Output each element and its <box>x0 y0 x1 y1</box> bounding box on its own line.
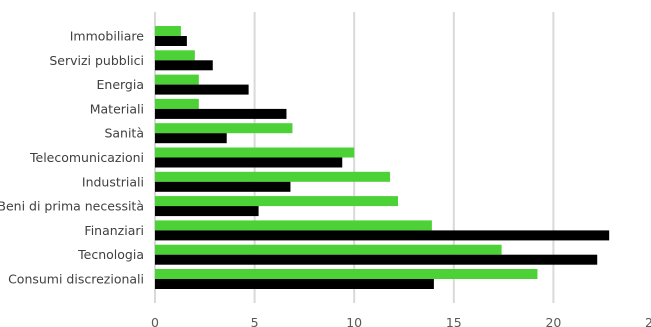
bar-series1-2 <box>155 74 199 85</box>
x-tick-label: 25 <box>645 315 651 327</box>
bars <box>155 26 610 289</box>
bar-series1-4 <box>155 123 293 134</box>
bar-series2-8 <box>155 230 610 241</box>
bar-series1-0 <box>155 26 181 36</box>
bar-series2-3 <box>155 108 287 119</box>
category-label: Industriali <box>82 174 144 189</box>
bar-series1-7 <box>155 196 399 207</box>
bar-series1-3 <box>155 98 199 109</box>
category-label: Servizi pubblici <box>49 53 144 68</box>
bar-series2-1 <box>155 60 213 71</box>
category-label: Telecomunicazioni <box>29 150 144 165</box>
bar-series2-9 <box>155 254 598 265</box>
bar-series1-8 <box>155 220 432 231</box>
x-tick-label: 15 <box>446 315 462 327</box>
bar-series2-6 <box>155 181 291 192</box>
bar-series2-10 <box>155 279 434 289</box>
bar-series2-5 <box>155 157 343 168</box>
bar-series2-4 <box>155 133 227 144</box>
category-labels: Immobiliare Servizi pubblici Energia Materi… <box>0 29 144 287</box>
category-label: Finanziari <box>84 223 144 238</box>
bar-series1-1 <box>155 50 195 61</box>
bar-series1-10 <box>155 269 538 279</box>
category-label: Immobiliare <box>70 29 145 44</box>
category-label: Tecnologia <box>77 247 144 262</box>
bar-series2-7 <box>155 206 259 217</box>
x-tick-label: 5 <box>251 315 259 327</box>
x-tick-label: 0 <box>151 315 159 327</box>
x-tick-label: 20 <box>545 315 561 327</box>
bar-series1-6 <box>155 171 391 182</box>
bar-series1-9 <box>155 244 502 255</box>
x-tick-label: 10 <box>346 315 362 327</box>
bar-series2-0 <box>155 36 187 46</box>
category-label: Beni di prima necessità <box>0 199 144 214</box>
bar-series2-2 <box>155 84 249 95</box>
bar-series1-5 <box>155 147 355 158</box>
category-label: Sanità <box>104 126 144 141</box>
category-label: Consumi discrezionali <box>8 272 144 287</box>
x-axis-tick-labels: 0 5 10 15 20 25 <box>151 315 651 327</box>
category-label: Energia <box>97 77 145 92</box>
category-label: Materiali <box>90 101 144 116</box>
